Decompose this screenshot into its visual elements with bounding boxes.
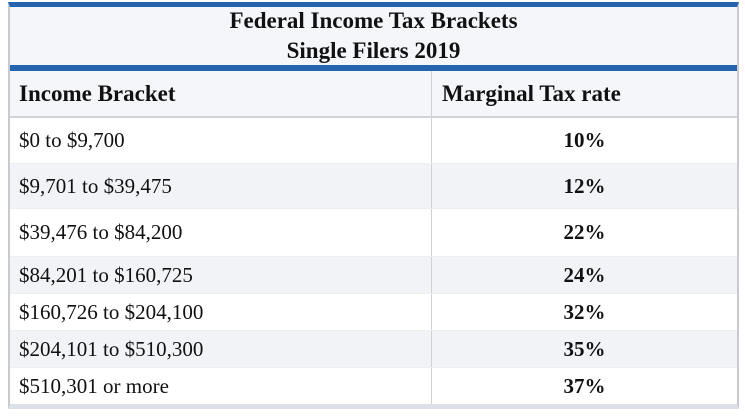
income-bracket-cell: $84,201 to $160,725 <box>10 257 432 293</box>
tax-rate-cell: 24% <box>563 262 606 287</box>
income-bracket-cell: $9,701 to $39,475 <box>10 164 432 208</box>
tax-rate-cell: 12% <box>563 173 606 198</box>
table-row: $510,301 or more 37% <box>10 367 737 404</box>
table-row: $160,726 to $204,100 32% <box>10 293 737 330</box>
table-title-line1: Federal Income Tax Brackets <box>229 8 518 33</box>
tax-bracket-table: Federal Income Tax Brackets Single Filer… <box>8 2 739 409</box>
table-row: $204,101 to $510,300 35% <box>10 330 737 367</box>
table-row: $9,701 to $39,475 12% <box>10 163 737 208</box>
income-bracket-cell: $39,476 to $84,200 <box>10 209 432 256</box>
tax-rate-cell: 10% <box>563 128 606 152</box>
table-header-row: Income Bracket Marginal Tax rate <box>10 71 737 118</box>
tax-rate-cell: 22% <box>563 220 606 244</box>
income-bracket-cell: $0 to $9,700 <box>10 118 432 163</box>
tax-rate-cell: 32% <box>563 299 606 324</box>
tax-rate-cell: 35% <box>563 336 606 361</box>
table-row: $84,201 to $160,725 24% <box>10 256 737 293</box>
table-title: Federal Income Tax Brackets Single Filer… <box>10 7 737 71</box>
table-row: $0 to $9,700 10% <box>10 118 737 163</box>
income-bracket-cell: $204,101 to $510,300 <box>10 331 432 367</box>
income-bracket-cell: $510,301 or more <box>10 368 432 404</box>
table-row: $39,476 to $84,200 22% <box>10 208 737 256</box>
income-bracket-cell: $160,726 to $204,100 <box>10 294 432 330</box>
table-title-line2: Single Filers 2019 <box>286 38 461 63</box>
column-header-income-bracket: Income Bracket <box>10 71 432 116</box>
tax-rate-cell: 37% <box>563 373 606 398</box>
column-header-marginal-tax-rate: Marginal Tax rate <box>442 80 621 106</box>
